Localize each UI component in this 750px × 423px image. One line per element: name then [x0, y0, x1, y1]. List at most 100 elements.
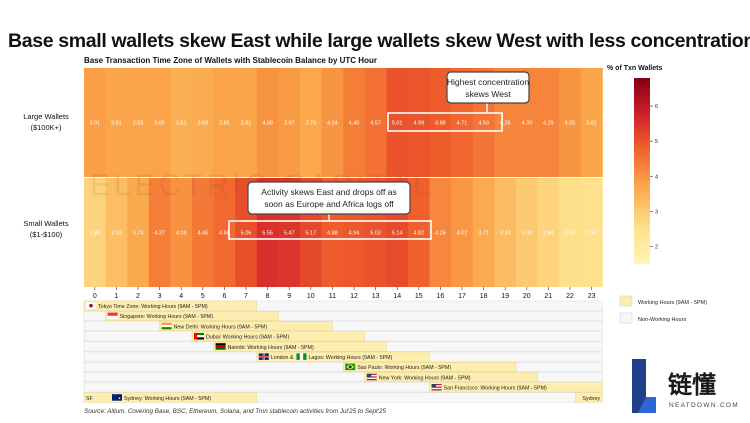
cell-value-label: 4.02: [457, 231, 468, 237]
heatmap-cell: [105, 178, 128, 287]
timezone-track: [83, 311, 603, 321]
x-axis-ticks: 0 1 2 3 4 5 6 7 8 9 10 11 12 13 14 15 16 17 18 19 20 21 22 23: [93, 287, 596, 300]
x-tick-label: 20: [523, 293, 531, 300]
heatmap-cell: [192, 68, 214, 177]
heatmap-cell: [105, 68, 128, 177]
cell-value-label: 3.85: [154, 121, 165, 127]
cell-value-label: 4.68: [219, 231, 230, 237]
cell-value-label: 2.54: [586, 231, 597, 237]
x-tick-label: 15: [415, 293, 423, 300]
x-tick-label: 21: [545, 293, 553, 300]
cell-value-label: 3.78: [305, 121, 316, 127]
timezone-label: New Delhi: Working Hours (9AM - 5PM): [174, 324, 268, 330]
colorbar-tick-label: 2: [655, 244, 658, 250]
heatmap-cell: [256, 68, 279, 177]
x-tick-label: 16: [437, 293, 445, 300]
cell-value-label: 2.84: [543, 231, 554, 237]
uk-flag-icon: [258, 353, 269, 360]
heatmap-cell: [148, 68, 171, 177]
cell-value-label: 2.85: [89, 231, 100, 237]
timezone-track: [83, 372, 603, 382]
x-tick-label: 4: [179, 293, 183, 300]
row-label-large-line1: Large Wallets: [23, 112, 69, 121]
legend-working-label: Working Hours (9AM - 5PM): [638, 300, 707, 306]
x-tick-label: 11: [329, 293, 336, 300]
heatmap-cell: [580, 178, 603, 287]
brazil-flag-icon: [345, 363, 356, 371]
working-hours-bar: [213, 341, 387, 352]
cell-value-label: 4.04: [327, 121, 338, 127]
heatmap-cell: [580, 68, 603, 177]
cell-value-label: 3.61: [176, 121, 187, 127]
x-tick-label: 3: [158, 293, 162, 300]
heatmap-cell: [429, 68, 452, 177]
heatmap-cell: [148, 178, 171, 287]
timezone-track: [83, 321, 603, 331]
cell-value-label: 4.94: [349, 231, 360, 237]
legend-working-swatch: [619, 295, 633, 307]
kenya-flag-icon: [215, 343, 226, 350]
x-tick-label: 18: [480, 293, 488, 300]
main-title: Base small wallets skew East while large…: [8, 30, 750, 52]
heatmap-cell: [516, 178, 538, 287]
colorbar-tick-label: 3: [655, 209, 658, 215]
cell-value-label: 4.46: [197, 231, 208, 237]
australia-flag-icon: [112, 394, 122, 401]
cell-value-label: 3.69: [197, 121, 208, 127]
working-hours-bar: [159, 321, 333, 331]
heatmap-cell: [472, 178, 495, 287]
x-tick-label: 8: [266, 293, 270, 300]
japan-flag-icon: [86, 302, 96, 309]
x-tick-label: 5: [201, 293, 205, 300]
timezone-suffix-label: Sydney: [582, 396, 600, 402]
cell-value-label: 4.71: [457, 121, 468, 127]
working-hours-bar: [364, 372, 538, 382]
cell-value-label: 2.61: [565, 231, 576, 237]
india-flag-icon: [161, 322, 172, 330]
annotation-large-line1: Highest concentration: [447, 77, 529, 87]
row-label-small-line2: ($1-$100): [30, 230, 63, 239]
annotation-small-line2: soon as Europe and Africa logs off: [264, 199, 394, 209]
cell-value-label: 3.85: [219, 121, 230, 127]
x-tick-label: 23: [588, 293, 596, 300]
heatmap-cell: [278, 68, 301, 177]
cell-value-label: 4.25: [435, 231, 446, 237]
cell-value-label: 4.37: [154, 231, 165, 237]
row-labels: Large Wallets ($100K+) Small Wallets ($1…: [23, 112, 69, 239]
hours-legend: Working Hours (9AM - 5PM) Non-Working Ho…: [619, 295, 707, 324]
cell-value-label: 3.81: [111, 121, 122, 127]
heatmap-cell: [213, 68, 236, 177]
cell-value-label: 5.17: [305, 231, 316, 237]
timezone-prefix-label: SF: [86, 396, 94, 402]
cell-value-label: 3.91: [89, 121, 100, 127]
heatmap-cell: [494, 178, 517, 287]
cell-value-label: 4.53: [478, 121, 489, 127]
highlight-box-small: [228, 220, 432, 240]
heatmap-cell: [127, 178, 150, 287]
heatmap-cell: [386, 68, 409, 177]
annotations: Highest concentration skews West Activit…: [228, 71, 530, 240]
heatmap-cell: [170, 68, 193, 177]
cell-value-label: 3.97: [284, 121, 295, 127]
heatmap-cell: [429, 178, 452, 287]
working-hours-bar: [83, 300, 258, 311]
heatmap-cell: [537, 178, 560, 287]
heatmap-cell: [300, 68, 322, 177]
heatmap-cell: [408, 178, 430, 287]
working-hours-bar: [105, 311, 279, 321]
chart-title: Base Transaction Time Zone of Wallets wi…: [84, 56, 377, 65]
logo-chinese-text: 链懂: [668, 371, 716, 399]
working-hours-bar: [343, 362, 517, 372]
x-tick-label: 22: [566, 293, 574, 300]
cell-value-label: 3.33: [111, 231, 122, 237]
row-label-large-line2: ($100K+): [30, 123, 62, 132]
cell-value-label: 5.55: [262, 231, 273, 237]
cell-value-label: 3.09: [521, 231, 532, 237]
timezone-label: Tokyo Time Zone: Working Hours (9AM - 5P…: [98, 304, 208, 310]
timezone-label: New York: Working Hours (9AM - 5PM): [379, 375, 471, 381]
colorbar-tick-label: 5: [655, 139, 658, 145]
x-tick-label: 17: [458, 293, 466, 300]
cell-value-label: 4.99: [413, 121, 424, 127]
colorbar-gradient: [634, 78, 650, 264]
